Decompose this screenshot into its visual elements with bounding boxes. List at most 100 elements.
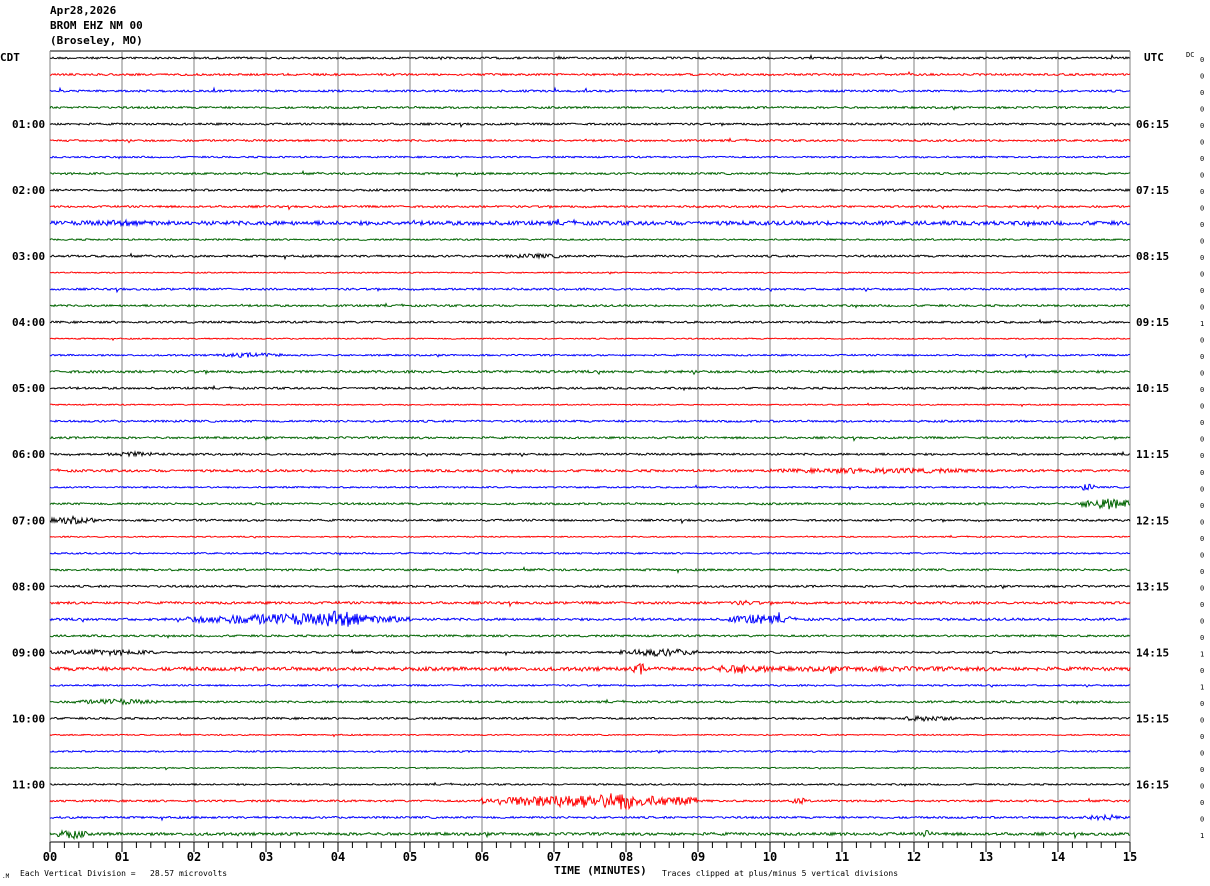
dc-value: 0	[1200, 56, 1204, 64]
dc-value: 0	[1200, 535, 1204, 543]
trace-row-30	[49, 551, 1131, 556]
trace-row-39	[49, 697, 1131, 706]
dc-value: 0	[1200, 502, 1204, 510]
dc-value: 0	[1200, 436, 1204, 444]
dc-value: 0	[1200, 452, 1204, 460]
x-tick-label: 06	[475, 850, 489, 864]
traces	[49, 53, 1131, 841]
right-hour-label: 11:15	[1136, 448, 1169, 461]
left-timezone-label: CDT	[0, 51, 20, 64]
right-hour-label: 16:15	[1136, 778, 1169, 791]
x-tick-label: 00	[43, 850, 57, 864]
dc-value: 0	[1200, 337, 1204, 345]
left-hour-label: 10:00	[12, 712, 45, 725]
trace-row-41	[49, 732, 1131, 738]
x-axis-label: TIME (MINUTES)	[554, 864, 647, 877]
trace-row-1	[50, 71, 1131, 77]
dc-value: 1	[1200, 320, 1204, 328]
trace-row-0	[50, 53, 1131, 61]
trace-row-40	[49, 714, 1131, 723]
dc-value: 0	[1200, 139, 1204, 147]
dc-value: 0	[1200, 122, 1204, 130]
dc-value: 0	[1200, 634, 1204, 642]
trace-row-18	[49, 351, 1131, 359]
x-tick-label: 08	[619, 850, 633, 864]
x-tick-label: 11	[835, 850, 849, 864]
dc-value: 1	[1200, 832, 1204, 840]
dc-value: 0	[1200, 205, 1204, 213]
trace-row-27	[49, 498, 1131, 510]
dc-value: 0	[1200, 238, 1204, 246]
trace-row-26	[49, 483, 1131, 491]
dc-value: 0	[1200, 733, 1204, 741]
left-hour-label: 04:00	[12, 316, 45, 329]
clip-note: Traces clipped at plus/minus 5 vertical …	[662, 869, 898, 878]
right-hour-label: 06:15	[1136, 118, 1169, 131]
station-label: BROM EHZ NM 00	[50, 19, 143, 32]
left-hour-label: 02:00	[12, 184, 45, 197]
trace-row-23	[49, 435, 1131, 442]
trace-row-42	[49, 749, 1131, 754]
trace-row-43	[49, 766, 1131, 771]
trace-row-33	[49, 599, 1131, 608]
dc-value: 0	[1200, 601, 1204, 609]
trace-row-6	[50, 155, 1131, 160]
dc-value: 0	[1200, 716, 1204, 724]
trace-row-3	[49, 105, 1131, 111]
left-hour-label: 05:00	[12, 382, 45, 395]
right-hour-label: 08:15	[1136, 250, 1169, 263]
x-tick-label: 10	[763, 850, 777, 864]
right-timezone-label: UTC	[1144, 51, 1164, 64]
dc-value: 0	[1200, 782, 1204, 790]
dc-value: 0	[1200, 304, 1204, 312]
dc-value: 0	[1200, 485, 1204, 493]
dc-value: 0	[1200, 518, 1204, 526]
dc-value: 0	[1200, 700, 1204, 708]
left-hour-label: 01:00	[12, 118, 45, 131]
trace-row-20	[49, 384, 1131, 392]
right-hour-label: 09:15	[1136, 316, 1169, 329]
trace-row-44	[49, 781, 1131, 787]
x-tick-label: 03	[259, 850, 273, 864]
trace-row-31	[49, 566, 1131, 574]
trace-row-36	[49, 647, 1131, 658]
trace-row-14	[49, 287, 1131, 294]
dc-value: 0	[1200, 667, 1204, 675]
trace-row-9	[49, 204, 1131, 211]
labels: CDT UTC DC TIME (MINUTES) Each Vertical …	[0, 51, 1204, 880]
dc-value: 0	[1200, 403, 1204, 411]
x-tick-label: 14	[1051, 850, 1065, 864]
trace-row-10	[49, 218, 1131, 228]
trace-row-37	[49, 662, 1131, 675]
date-label: Apr28,2026	[50, 4, 117, 17]
dc-value: 0	[1200, 221, 1204, 229]
x-tick-label: 09	[691, 850, 705, 864]
dc-value: 0	[1200, 469, 1204, 477]
x-tick-label: 04	[331, 850, 345, 864]
trace-row-35	[49, 633, 1131, 639]
dc-value: 0	[1200, 254, 1204, 262]
dc-value: 1	[1200, 650, 1204, 658]
trace-row-45	[49, 793, 1130, 811]
trace-row-16	[49, 318, 1131, 325]
dc-value: 0	[1200, 766, 1204, 774]
right-hour-label: 12:15	[1136, 514, 1169, 527]
trace-row-29	[49, 534, 1131, 539]
x-tick-label: 02	[187, 850, 201, 864]
trace-row-38	[49, 683, 1131, 689]
trace-row-25	[49, 466, 1131, 475]
dc-value: 0	[1200, 749, 1204, 757]
trace-row-8	[49, 187, 1131, 194]
dc-value: 0	[1200, 370, 1204, 378]
grid	[49, 50, 1131, 852]
location-label: (Broseley, MO)	[50, 34, 143, 47]
trace-row-7	[49, 169, 1131, 178]
trace-row-5	[49, 137, 1131, 144]
trace-row-15	[49, 302, 1131, 309]
corner-mark: .M	[2, 873, 10, 880]
x-tick-label: 13	[979, 850, 993, 864]
trace-row-24	[49, 450, 1131, 458]
x-tick-label: 07	[547, 850, 561, 864]
scale-note: Each Vertical Division = 28.57 microvolt…	[20, 869, 227, 878]
